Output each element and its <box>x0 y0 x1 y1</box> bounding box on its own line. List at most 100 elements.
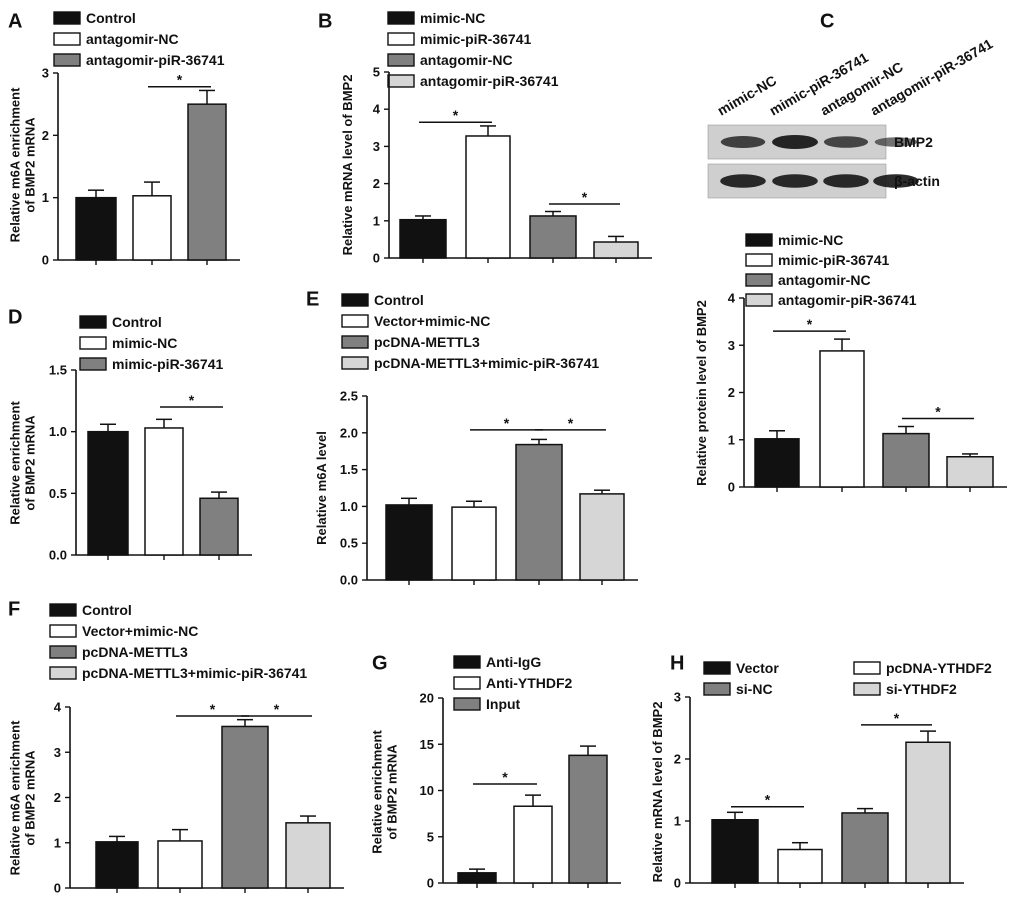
bar <box>882 432 930 488</box>
y-tick-label: 0.5 <box>340 536 358 551</box>
y-tick-label: 10 <box>420 783 434 798</box>
y-tick-label: 3 <box>728 338 735 353</box>
y-axis-label-line: of BMP2 mRNA <box>22 117 37 213</box>
legend-label: Anti-YTHDF2 <box>486 675 573 691</box>
bar <box>905 741 951 884</box>
y-tick-label: 4 <box>54 700 62 715</box>
legend-label: pcDNA-METTL3 <box>82 644 188 660</box>
y-axis-label: Relative mRNA level of BMP2 <box>340 75 355 256</box>
panel-letter: H <box>670 652 684 674</box>
significance-star: * <box>807 316 813 332</box>
y-axis-label: Relative enrichmentof BMP2 mRNA <box>7 401 37 525</box>
legend-label: Vector+mimic-NC <box>82 623 198 639</box>
y-axis-label-line: Relative protein level of BMP2 <box>694 300 709 486</box>
legend-swatch <box>387 53 415 67</box>
y-tick-label: 5 <box>373 65 380 80</box>
blot-band <box>720 174 766 188</box>
legend-swatch <box>49 603 77 617</box>
legend-swatch <box>745 293 773 307</box>
y-tick-label: 1.0 <box>340 499 358 514</box>
y-tick-label: 4 <box>373 102 381 117</box>
bar <box>946 456 994 488</box>
y-axis-label-line: Relative m6A enrichment <box>7 87 22 243</box>
panel-a: A Control antagomir-NC antagomir-piR-36741 0… <box>7 10 240 268</box>
panel-letter: A <box>8 10 22 32</box>
y-tick-label: 1 <box>373 213 380 228</box>
y-tick-label: 0.0 <box>49 548 67 563</box>
y-axis-label: Relative mRNA level of BMP2 <box>650 702 665 883</box>
y-tick-label: 0 <box>427 876 434 891</box>
y-axis-label: Relative m6A level <box>314 431 329 545</box>
legend-swatch <box>53 11 81 25</box>
y-axis-label: Relative enrichmentof BMP2 mRNA <box>369 730 399 854</box>
y-tick-label: 1 <box>42 190 49 205</box>
legend-label: Control <box>112 314 162 330</box>
legend-label: Control <box>82 602 132 618</box>
panel-letter: D <box>8 306 22 328</box>
y-tick-label: 1 <box>728 432 735 447</box>
y-tick-label: 2 <box>728 385 735 400</box>
legend-label: antagomir-piR-36741 <box>86 52 225 68</box>
bar <box>579 493 625 581</box>
legend-label: Control <box>374 292 424 308</box>
legend-label: si-YTHDF2 <box>886 681 957 697</box>
legend-swatch <box>49 666 77 680</box>
significance-star: * <box>568 415 574 431</box>
panel-e: E Control Vector+mimic-NC pcDNA-METTL3 pcDNA… <box>306 288 638 588</box>
legend-swatch <box>341 335 369 349</box>
panel-d: D Control mimic-NC mimic-piR-36741 0.0 0.5 1.0… <box>7 306 252 563</box>
y-tick-label: 0 <box>373 251 380 266</box>
legend-label: Vector+mimic-NC <box>374 313 490 329</box>
y-tick-label: 1 <box>674 814 681 829</box>
panel-g: G Anti-IgG Anti-YTHDF2 Input 0 5 10 15 20 Relativ… <box>369 652 621 891</box>
bar <box>515 443 563 581</box>
bar <box>777 848 823 884</box>
y-axis-label-line: of BMP2 mRNA <box>22 750 37 846</box>
legend-label: antagomir-piR-36741 <box>778 292 917 308</box>
y-tick-label: 2.0 <box>340 425 358 440</box>
blot-band <box>823 136 869 148</box>
legend-swatch <box>53 53 81 67</box>
y-tick-label: 0 <box>42 253 49 268</box>
legend-swatch <box>387 74 415 88</box>
panel-letter: G <box>372 652 388 674</box>
y-tick-label: 0.5 <box>49 486 67 501</box>
legend-label: antagomir-NC <box>86 31 179 47</box>
significance-star: * <box>894 710 900 726</box>
significance-star: * <box>189 392 195 408</box>
legend-swatch <box>49 645 77 659</box>
y-tick-label: 1.5 <box>49 363 67 378</box>
blot-band <box>873 174 919 188</box>
bar <box>132 195 172 261</box>
bar <box>513 805 553 884</box>
bar <box>529 215 577 259</box>
y-axis-label-line: Relative mRNA level of BMP2 <box>340 75 355 256</box>
legend-swatch <box>853 682 881 696</box>
y-tick-label: 2 <box>674 752 681 767</box>
legend-label: pcDNA-METTL3+mimic-piR-36741 <box>374 355 599 371</box>
legend-swatch <box>53 32 81 46</box>
legend-label: mimic-piR-36741 <box>420 31 531 47</box>
legend-swatch <box>341 356 369 370</box>
y-axis-label: Relative m6A enrichmentof BMP2 mRNA <box>7 87 37 243</box>
bar <box>711 819 759 884</box>
legend-swatch <box>79 315 107 329</box>
blot-row-label: BMP2 <box>894 134 933 150</box>
legend-swatch <box>387 32 415 46</box>
blot-band <box>874 137 918 147</box>
y-tick-label: 15 <box>420 737 434 752</box>
bar <box>568 754 608 884</box>
y-tick-label: 1 <box>54 835 61 850</box>
bar <box>451 506 497 581</box>
y-tick-label: 0 <box>54 881 61 896</box>
y-axis-label-line: Relative m6A level <box>314 431 329 545</box>
y-axis-label-line: Relative enrichment <box>369 730 384 854</box>
panel-h: H Vector pcDNA-YTHDF2 si-NC si-YTHDF2 0 1 2 3 Rel… <box>650 652 992 890</box>
legend-label: mimic-piR-36741 <box>112 356 223 372</box>
bar <box>819 350 865 488</box>
legend-label: Control <box>86 10 136 26</box>
legend-swatch <box>703 661 731 675</box>
y-tick-label: 3 <box>674 690 681 705</box>
legend-swatch <box>745 233 773 247</box>
y-tick-label: 2.5 <box>340 389 358 404</box>
